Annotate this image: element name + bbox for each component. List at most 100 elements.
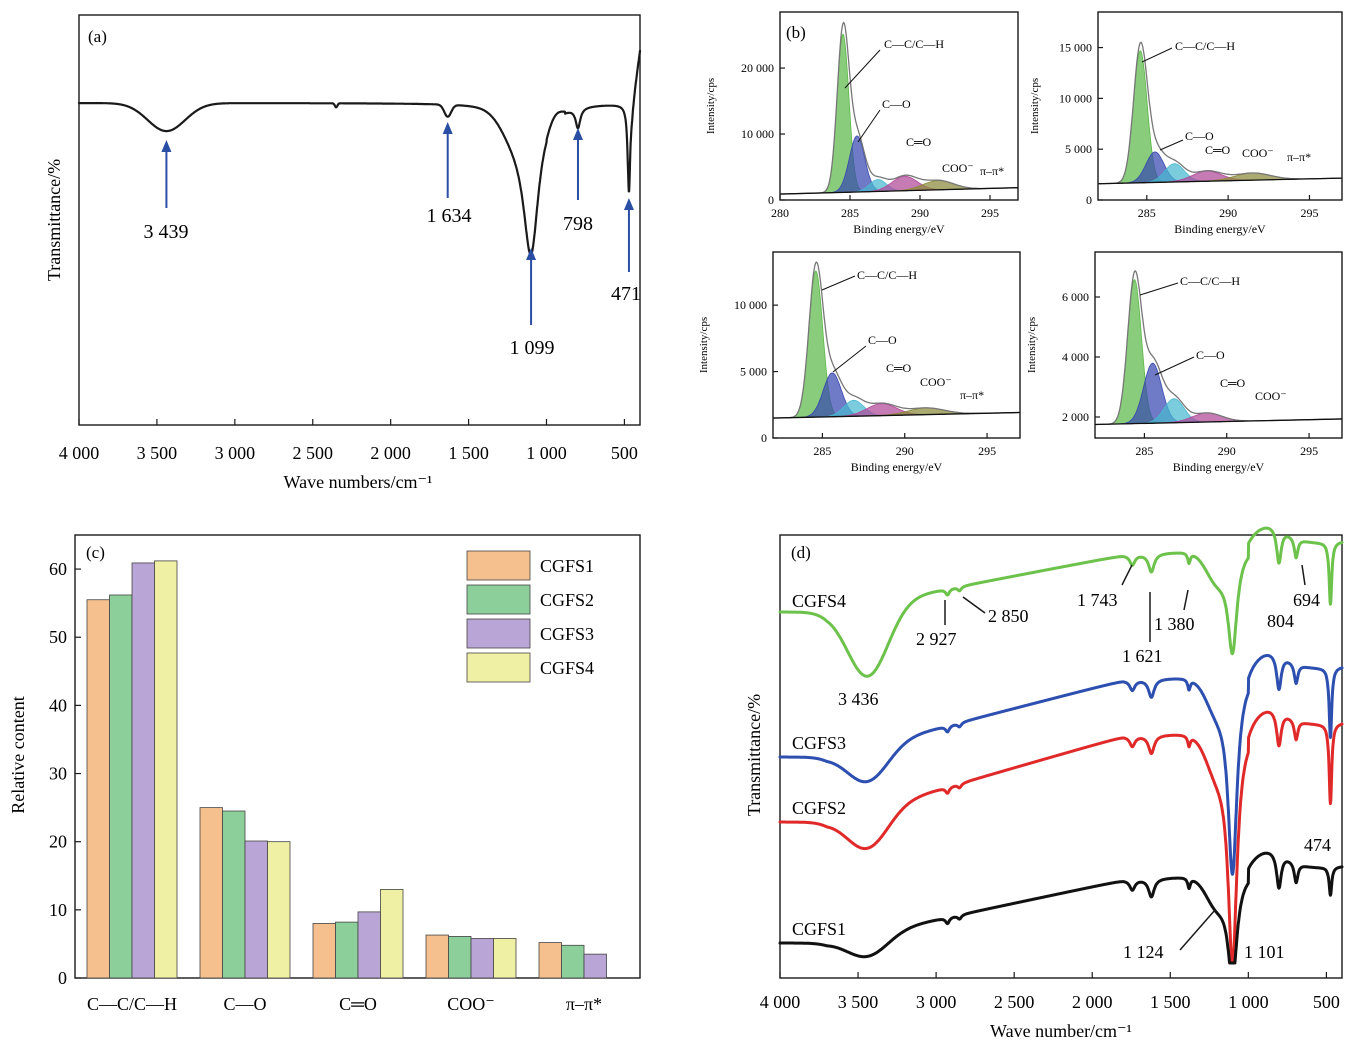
xps-x-tick-label: 285 [1135,444,1153,458]
spectrum-cgfs2 [778,710,1344,965]
panel-a-x-tick-label: 2 500 [293,443,334,463]
xps-x-tick-label: 290 [896,444,914,458]
xps-y-label: Intensity/cps [705,78,717,134]
legend-swatch-cgfs2 [466,584,531,615]
xps-x-tick-label: 290 [1219,206,1237,220]
xps-leader [1139,282,1179,296]
bar-cgfs3 [470,938,494,979]
panel-a-x-tick-label: 4 000 [59,443,100,463]
xps-subplot: 0 10 000 20 000 280 285 290 295 Binding energy/… [705,11,1019,236]
xps-x-tick-label: 295 [981,206,999,220]
xps-x-tick-label: 285 [841,206,859,220]
panel-c-y-label: Relative content [8,696,28,813]
xps-leader [857,109,881,143]
xps-subplot: 0 5 000 10 000 15 000 285 290 295 Binding energ… [1029,11,1343,236]
xps-label-pi: π–π* [960,388,984,402]
annotation-694: 694 [1293,590,1320,610]
panel-d-frame [779,534,1343,979]
xps-y-tick-label: 10 000 [741,127,774,141]
panel-a-x-tick-label: 2 000 [370,443,411,463]
panel-c-y-tick-label: 10 [49,900,67,920]
panel-c-y-tick-label: 40 [49,695,67,715]
panel-c-y-tick-label: 60 [49,559,67,579]
peak-arrow-head [572,128,583,140]
peak-arrow-head [442,122,453,134]
bar-cgfs2 [222,810,246,979]
xps-x-tick-label: 285 [813,444,831,458]
xps-y-tick-label: 10 000 [734,298,767,312]
annotation-1124: 1 124 [1123,942,1164,962]
xps-frame [1097,11,1343,201]
xps-label-coo: COO⁻ [1242,146,1274,160]
xps-x-tick-label: 285 [1138,206,1156,220]
spectrum-cgfs1 [778,851,1344,965]
xps-label-coo: COO⁻ [942,161,974,175]
spectrum-cgfs4 [778,526,1344,678]
legend-label-cgfs2: CGFS2 [540,590,594,610]
xps-y-tick-label: 2 000 [1062,410,1089,424]
bar-cgfs3 [583,953,607,979]
bar-cgfs1 [425,934,449,979]
xps-label-co: C—O [868,333,897,347]
xps-x-label: Binding energy/eV [1173,460,1265,474]
xps-y-tick-label: 20 000 [741,61,774,75]
xps-frame [1094,251,1343,439]
panel-d-x-tick-label: 3 500 [838,992,879,1012]
xps-frame [779,11,1019,201]
xps-x-tick-label: 290 [911,206,929,220]
xps-y-tick-label: 5 000 [1065,142,1092,156]
panel-c-category-label: C—C/C—H [87,994,177,1014]
xps-label-cdo: C═O [1205,143,1231,157]
xps-subplot: 0 5 000 10 000 285 290 295 Binding energy/eV In… [698,251,1021,474]
xps-x-tick-label: 295 [1300,206,1318,220]
panel-c: (c) 0 10 20 30 40 50 60 Relative content C—C/C… [8,534,641,1014]
xps-y-label: Intensity/cps [1026,317,1038,373]
xps-label-cc: C—C/C—H [1175,39,1235,53]
peak-label: 471 [611,283,641,305]
xps-label-coo: COO⁻ [920,375,952,389]
xps-label-cdo: C═O [906,135,932,149]
panel-d: (d) 4 000 3 500 3 000 2 500 2 000 1 500 1 000 5… [744,526,1344,1041]
panel-c-category-label: C—O [223,994,266,1014]
annotation-2927: 2 927 [916,629,957,649]
xps-y-tick-label: 6 000 [1062,290,1089,304]
panel-c-category-labels: C—C/C—H C—O C═O COO⁻ π–π* [87,994,602,1014]
xps-label-cdo: C═O [1220,376,1246,390]
panel-c-category-label: C═O [339,994,377,1014]
panel-a-x-tick-label: 3 000 [215,443,256,463]
xps-baseline [779,187,1019,195]
xps-y-tick-label: 5 000 [740,365,767,379]
peak-label: 1 099 [510,337,555,359]
peak-arrow-head [526,248,537,260]
bar-cgfs3 [357,911,381,979]
panel-a-label: (a) [88,27,107,46]
panel-c-label: (c) [86,543,105,562]
panel-c-category-label: COO⁻ [447,994,495,1014]
xps-x-label: Binding energy/eV [853,222,945,236]
panel-a-spectrum [77,49,642,256]
xps-label-cc: C—C/C—H [1180,274,1240,288]
annotation-2850: 2 850 [988,606,1029,626]
annotation-1101: 1 101 [1244,942,1285,962]
bar-cgfs4 [267,841,291,979]
bar-cgfs2 [335,921,359,979]
panel-b-label: (b) [786,23,806,42]
xps-baseline [1097,177,1343,185]
xps-leader [1159,139,1184,151]
panel-c-y-tick-label: 50 [49,627,67,647]
annotation-474: 474 [1304,835,1331,855]
xps-label-pi: π–π* [980,164,1004,178]
xps-x-tick-label: 280 [771,206,789,220]
panel-c-y-tick-label: 30 [49,764,67,784]
xps-y-label: Intensity/cps [1029,78,1041,134]
xps-y-tick-label: 0 [768,193,774,207]
panel-a: (a) 4 000 3 500 3 000 2 500 2 000 1 500 1 000 5… [44,14,642,492]
panel-d-label: (d) [791,543,811,562]
panel-d-y-label: Transmittance/% [744,694,764,816]
xps-y-tick-label: 4 000 [1062,350,1089,364]
peak-label: 798 [563,213,593,235]
panel-d-x-tick-label: 1 500 [1150,992,1191,1012]
annotation-2850-leader [962,596,986,614]
panel-a-y-label: Transmittance/% [44,159,64,281]
peak-label: 3 439 [144,221,189,243]
